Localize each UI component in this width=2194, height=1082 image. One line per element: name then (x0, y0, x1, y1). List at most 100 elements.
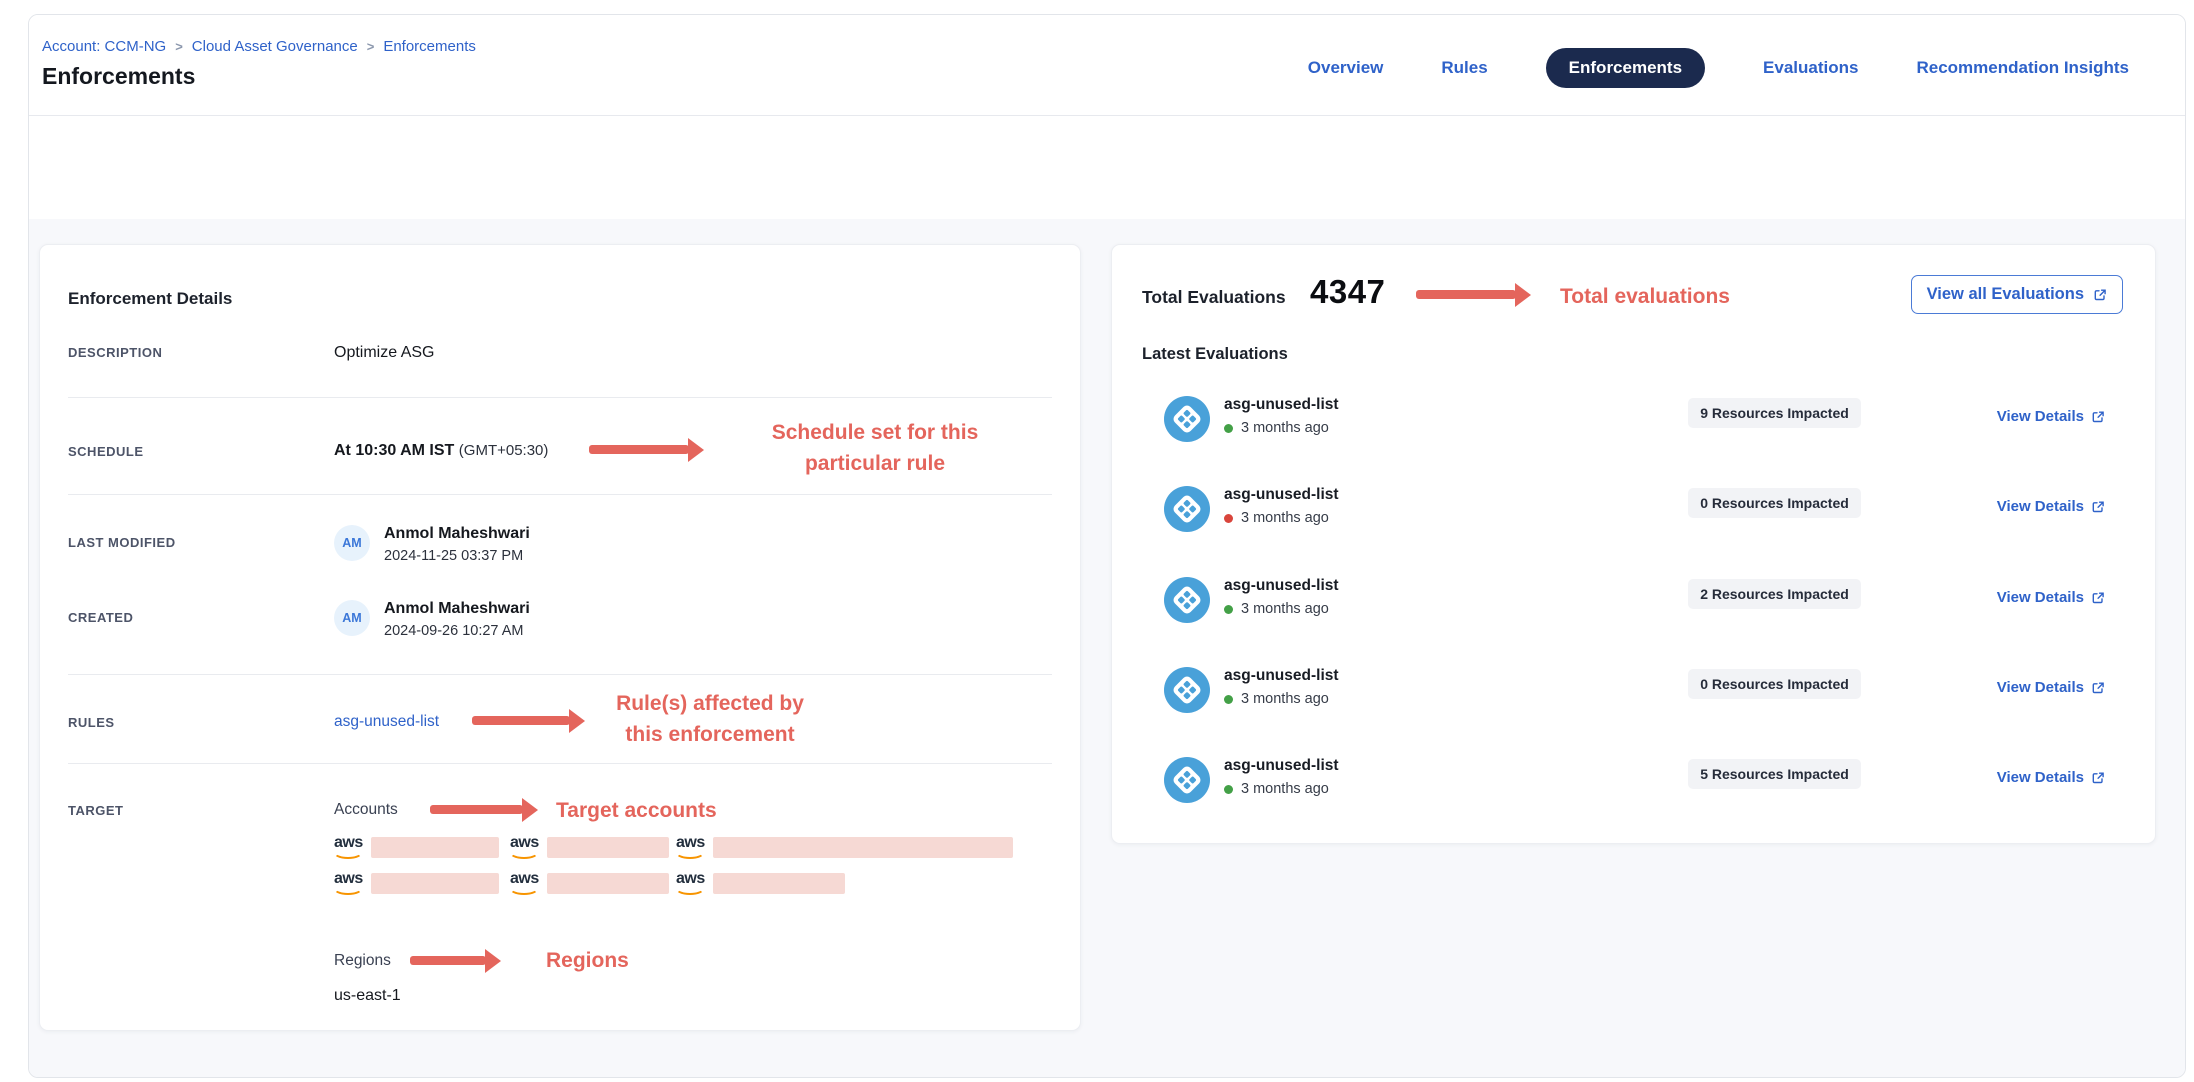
tab-recommendation-insights[interactable]: Recommendation Insights (1916, 58, 2129, 77)
breadcrumb-enforcements[interactable]: Enforcements (383, 38, 476, 55)
aws-logo-icon: aws (673, 870, 707, 896)
evaluation-row: asg-unused-list 3 months ago 5 Resources… (1112, 757, 2155, 809)
view-all-evaluations-button[interactable]: View all Evaluations (1910, 275, 2123, 314)
rules-label: RULES (68, 715, 115, 730)
evaluation-rule-name: asg-unused-list (1224, 757, 1339, 774)
view-details-link[interactable]: View Details (1997, 408, 2105, 425)
target-label: TARGET (68, 803, 124, 818)
view-details-link[interactable]: View Details (1997, 498, 2105, 515)
view-details-label: View Details (1996, 589, 2084, 606)
status-dot (1224, 423, 1233, 433)
page-title: Enforcements (42, 63, 196, 89)
aws-logo-icon: aws (331, 870, 365, 896)
latest-evaluations-heading: Latest Evaluations (1142, 345, 1288, 363)
view-details-link[interactable]: View Details (1997, 679, 2105, 696)
aws-logo-icon: aws (507, 870, 541, 896)
breadcrumb-cloud-asset-governance[interactable]: Cloud Asset Governance (191, 38, 358, 55)
status-dot (1224, 513, 1233, 523)
evaluation-rule-name: asg-unused-list (1224, 396, 1339, 413)
evaluation-row: asg-unused-list 3 months ago 9 Resources… (1112, 396, 2155, 448)
annotation-schedule-line2: particular rule (804, 452, 946, 475)
divider (68, 397, 1052, 398)
annotation-rules-line2: this enforcement (625, 723, 795, 746)
evaluation-time: 3 months ago (1241, 510, 1329, 526)
last-modified-name: Anmol Maheshwari (384, 525, 530, 542)
annotation-target-accounts: Target accounts (556, 799, 717, 822)
enforcement-toolbar: Demo Enforcement Disabled | DRY RUN Dry … (29, 117, 2185, 288)
divider (68, 494, 1052, 495)
top-nav: Overview Rules Enforcements Evaluations … (1308, 48, 2129, 88)
total-evaluations-label: Total Evaluations (1142, 287, 1286, 307)
tab-evaluations[interactable]: Evaluations (1763, 58, 1859, 77)
asg-rule-icon (1164, 667, 1210, 718)
tab-enforcements[interactable]: Enforcements (1545, 48, 1706, 88)
status-dot (1224, 604, 1233, 614)
evaluation-row: asg-unused-list 3 months ago 0 Resources… (1112, 486, 2155, 538)
redacted-account-id (371, 872, 499, 894)
avatar: AM (334, 525, 370, 561)
evaluation-rule-name: asg-unused-list (1224, 577, 1339, 594)
status-dot (1224, 784, 1233, 794)
external-link-icon (2093, 288, 2107, 302)
annotation-arrow-total (1416, 290, 1516, 299)
external-link-icon (2091, 771, 2105, 785)
created-person: AM Anmol Maheshwari 2024-09-26 10:27 AM (334, 600, 530, 639)
rule-link[interactable]: asg-unused-list (334, 713, 440, 730)
content-area: Enforcement Details DESCRIPTION Optimize… (29, 219, 2185, 1077)
page-header: Account: CCM-NG > Cloud Asset Governance… (29, 15, 2185, 116)
external-link-icon (2091, 681, 2105, 695)
total-evaluations-value: 4347 (1310, 273, 1386, 310)
schedule-time: At 10:30 AM IST (334, 442, 455, 459)
breadcrumb-account[interactable]: Account: CCM-NG (42, 38, 167, 55)
evaluation-time: 3 months ago (1241, 691, 1329, 707)
asg-rule-icon (1164, 486, 1210, 537)
tab-overview[interactable]: Overview (1307, 58, 1384, 77)
resources-impacted-badge: 0 Resources Impacted (1677, 488, 1872, 518)
resources-impacted-badge: 0 Resources Impacted (1677, 669, 1872, 699)
created-label: CREATED (68, 610, 134, 625)
evaluation-row: asg-unused-list 3 months ago 2 Resources… (1112, 577, 2155, 629)
view-details-label: View Details (1996, 498, 2084, 515)
aws-account-item: aws (507, 833, 669, 861)
view-details-label: View Details (1996, 769, 2084, 786)
redacted-account-id (547, 872, 669, 894)
aws-account-item: aws (673, 833, 1013, 861)
redacted-account-id (371, 836, 499, 858)
divider (68, 763, 1052, 764)
schedule-label: SCHEDULE (68, 444, 144, 459)
evaluation-rule-name: asg-unused-list (1224, 667, 1339, 684)
asg-rule-icon (1164, 577, 1210, 628)
redacted-account-id (547, 836, 669, 858)
view-all-label: View all Evaluations (1926, 285, 2084, 303)
evaluation-rule-name: asg-unused-list (1224, 486, 1339, 503)
annotation-rules: Rule(s) affected by this enforcement (520, 688, 900, 750)
external-link-icon (2091, 500, 2105, 514)
schedule-timezone: (GMT+05:30) (458, 442, 549, 459)
breadcrumb-separator: > (366, 39, 375, 54)
evaluation-time: 3 months ago (1241, 601, 1329, 617)
aws-logo-icon: aws (331, 834, 365, 860)
resources-impacted-badge: 9 Resources Impacted (1677, 398, 1872, 428)
last-modified-person: AM Anmol Maheshwari 2024-11-25 03:37 PM (334, 525, 530, 564)
asg-rule-icon (1164, 396, 1210, 447)
annotation-arrow-rules (472, 716, 570, 725)
divider (68, 674, 1052, 675)
enforcement-details-card: Enforcement Details DESCRIPTION Optimize… (39, 244, 1081, 1031)
region-value: us-east-1 (334, 987, 401, 1004)
redacted-account-id (713, 872, 845, 894)
evaluation-time: 3 months ago (1241, 781, 1329, 797)
tab-rules[interactable]: Rules (1441, 58, 1488, 77)
breadcrumb: Account: CCM-NG > Cloud Asset Governance… (42, 38, 476, 55)
view-details-link[interactable]: View Details (1997, 589, 2105, 606)
last-modified-date: 2024-11-25 03:37 PM (384, 548, 524, 564)
aws-account-item: aws (331, 869, 499, 897)
resources-impacted-badge: 5 Resources Impacted (1677, 759, 1872, 789)
aws-account-item: aws (507, 869, 669, 897)
schedule-value: At 10:30 AM IST (GMT+05:30) (334, 442, 548, 460)
evaluation-time: 3 months ago (1241, 420, 1329, 436)
evaluation-row: asg-unused-list 3 months ago 0 Resources… (1112, 667, 2155, 719)
annotation-arrow-regions (410, 956, 486, 965)
view-details-link[interactable]: View Details (1997, 769, 2105, 786)
last-modified-label: LAST MODIFIED (68, 535, 176, 550)
external-link-icon (2091, 410, 2105, 424)
